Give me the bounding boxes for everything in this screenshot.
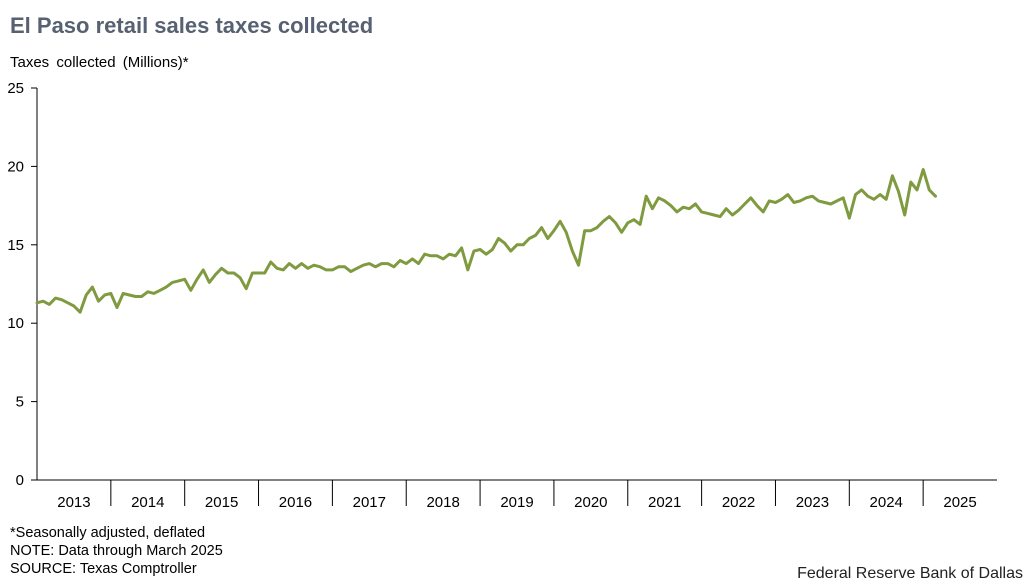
y-tick-label-5: 5 xyxy=(16,394,24,411)
y-axis-label: Taxes collected (Millions)* xyxy=(10,54,189,71)
x-tick-label-2024: 2024 xyxy=(870,494,903,511)
x-tick-label-2019: 2019 xyxy=(500,494,533,511)
x-tick-label-2013: 2013 xyxy=(57,494,90,511)
x-tick-label-2014: 2014 xyxy=(131,494,164,511)
x-tick-label-2020: 2020 xyxy=(574,494,607,511)
chart-notes: *Seasonally adjusted, deflated NOTE: Dat… xyxy=(10,524,223,578)
x-tick-label-2018: 2018 xyxy=(426,494,459,511)
chart-title: El Paso retail sales taxes collected xyxy=(10,13,374,38)
x-tick-label-2016: 2016 xyxy=(279,494,312,511)
footnote-seasonal: *Seasonally adjusted, deflated xyxy=(10,525,206,541)
x-tick-label-2022: 2022 xyxy=(722,494,755,511)
x-tick-label-2015: 2015 xyxy=(205,494,238,511)
y-tick-label-15: 15 xyxy=(7,237,24,254)
x-tick-label-2017: 2017 xyxy=(353,494,386,511)
footnote-source: SOURCE: Texas Comptroller xyxy=(10,561,197,577)
y-tick-label-20: 20 xyxy=(7,158,24,175)
series-line-0 xyxy=(35,168,937,314)
credit-text: Federal Reserve Bank of Dallas xyxy=(797,565,1023,582)
y-tick-label-25: 25 xyxy=(7,80,24,97)
x-tick-label-2021: 2021 xyxy=(648,494,681,511)
y-tick-label-0: 0 xyxy=(16,472,24,489)
x-tick-label-2023: 2023 xyxy=(796,494,829,511)
x-tick-label-2025: 2025 xyxy=(943,494,976,511)
y-tick-label-10: 10 xyxy=(7,315,24,332)
footnote-data-through: NOTE: Data through March 2025 xyxy=(10,543,223,559)
